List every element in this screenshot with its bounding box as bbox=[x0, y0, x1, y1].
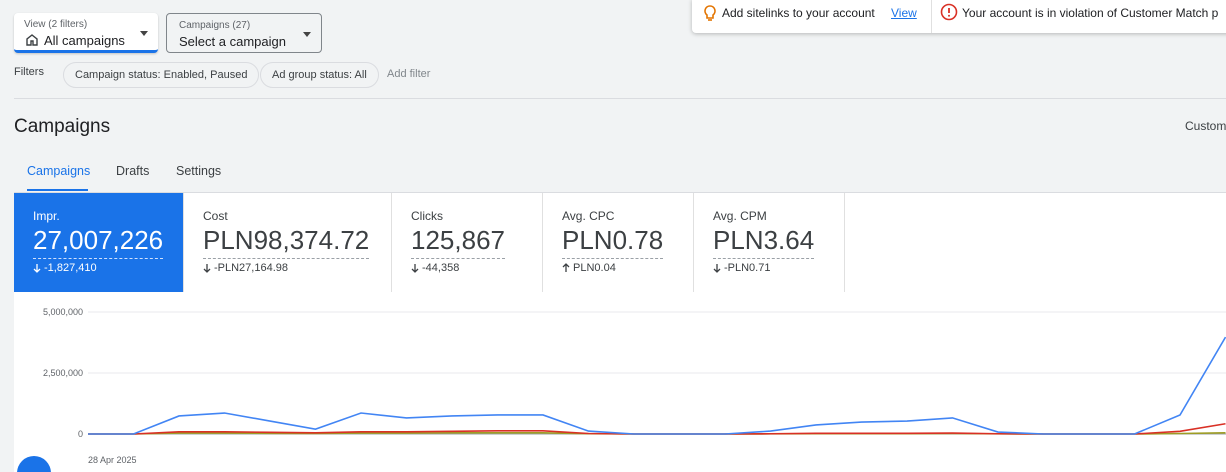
change-arrow bbox=[713, 264, 721, 273]
y-tick-label: 2,500,000 bbox=[43, 368, 83, 378]
notification-text: Your account is in violation of Customer… bbox=[962, 6, 1219, 20]
y-tick-label: 5,000,000 bbox=[43, 307, 83, 317]
metric-label: Avg. CPC bbox=[562, 209, 615, 223]
view-label: View (2 filters) bbox=[24, 19, 88, 30]
metric-value: PLN98,374.72 bbox=[203, 224, 370, 259]
metric-value: PLN3.64 bbox=[713, 224, 815, 259]
change-value: -44,358 bbox=[422, 262, 460, 274]
metric-label: Cost bbox=[203, 209, 228, 223]
error-icon bbox=[940, 3, 958, 21]
filters-label: Filters bbox=[14, 66, 44, 78]
metric-label: Avg. CPM bbox=[713, 209, 767, 223]
metric-value: PLN0.78 bbox=[562, 224, 664, 259]
customize-button[interactable]: Custom bbox=[1185, 119, 1226, 133]
change-value: -PLN0.71 bbox=[724, 262, 771, 274]
metric-value: 125,867 bbox=[411, 224, 505, 259]
bulb-icon bbox=[704, 5, 716, 21]
metric-card[interactable]: Avg. CPC PLN0.78 PLN0.04 bbox=[543, 193, 694, 292]
metric-change: -PLN0.71 bbox=[713, 262, 770, 274]
metric-change: -1,827,410 bbox=[33, 262, 97, 274]
series-line bbox=[88, 336, 1226, 435]
filter-chip[interactable]: Ad group status: All bbox=[260, 62, 379, 88]
change-arrow bbox=[203, 264, 211, 273]
x-tick-label: 28 Apr 2025 bbox=[88, 455, 137, 465]
change-value: -PLN27,164.98 bbox=[214, 262, 288, 274]
change-value: -1,827,410 bbox=[44, 262, 97, 274]
y-tick-label: 0 bbox=[78, 429, 83, 439]
view-dropdown[interactable]: View (2 filters) All campaigns bbox=[14, 13, 158, 53]
tab[interactable]: Settings bbox=[176, 164, 222, 178]
metric-card[interactable]: Impr. 27,007,226 -1,827,410 bbox=[14, 193, 184, 292]
metric-label: Impr. bbox=[33, 209, 60, 223]
page-title: Campaigns bbox=[14, 116, 111, 137]
filter-chip[interactable]: Campaign status: Enabled, Paused bbox=[63, 62, 260, 88]
campaigns-value: Select a campaign bbox=[179, 34, 286, 49]
home-icon bbox=[26, 34, 38, 46]
metric-card[interactable]: Cost PLN98,374.72 -PLN27,164.98 bbox=[184, 193, 392, 292]
metric-label: Clicks bbox=[411, 209, 443, 223]
fab[interactable] bbox=[17, 456, 51, 472]
tab[interactable]: Campaigns bbox=[27, 164, 91, 178]
change-arrow bbox=[562, 263, 570, 272]
change-arrow bbox=[411, 264, 419, 273]
campaign-dropdown[interactable]: Campaigns (27) Select a campaign bbox=[166, 13, 322, 53]
view-value: All campaigns bbox=[44, 33, 125, 48]
notification-link[interactable]: View bbox=[891, 6, 917, 20]
metric-value: 27,007,226 bbox=[33, 224, 164, 259]
notification-text: Add sitelinks to your account bbox=[722, 6, 875, 20]
tab[interactable]: Drafts bbox=[116, 164, 150, 178]
metric-change: -44,358 bbox=[411, 262, 459, 274]
change-value: PLN0.04 bbox=[573, 262, 616, 274]
change-arrow bbox=[33, 264, 41, 273]
campaigns-label: Campaigns (27) bbox=[179, 20, 251, 31]
notification-bar: Add sitelinks to your account View Your … bbox=[692, 0, 1226, 33]
chart: 0 2,500,000 5,000,000 28 Apr 2025 bbox=[14, 292, 1226, 472]
add-filter[interactable]: Add filter bbox=[387, 68, 431, 80]
metric-card[interactable]: Clicks 125,867 -44,358 bbox=[392, 193, 543, 292]
metric-change: PLN0.04 bbox=[562, 262, 616, 274]
metric-change: -PLN27,164.98 bbox=[203, 262, 288, 274]
metric-card[interactable]: Avg. CPM PLN3.64 -PLN0.71 bbox=[694, 193, 845, 292]
